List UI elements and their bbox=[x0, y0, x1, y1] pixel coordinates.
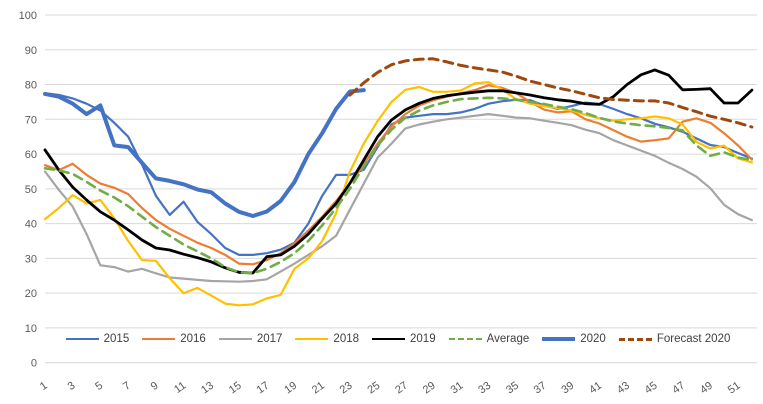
series-line-2018 bbox=[43, 80, 754, 307]
series-line-2019 bbox=[43, 68, 754, 275]
x-axis-tick-label: 39 bbox=[559, 380, 576, 397]
legend-item-2015[interactable]: 2015 bbox=[65, 333, 130, 345]
legend-line-swatch bbox=[218, 338, 252, 340]
x-axis-tick-label: 41 bbox=[587, 380, 604, 397]
legend-line-swatch bbox=[295, 338, 329, 340]
y-axis-tick-label: 70 bbox=[25, 114, 37, 126]
legend-item-2017[interactable]: 2017 bbox=[218, 333, 283, 345]
legend-item-2016[interactable]: 2016 bbox=[142, 333, 206, 345]
x-axis-tick-label: 49 bbox=[698, 380, 715, 397]
x-axis-tick-label: 9 bbox=[149, 380, 161, 393]
legend-label: Average bbox=[486, 333, 530, 345]
x-axis-tick-label: 19 bbox=[282, 380, 299, 397]
x-axis-tick-label: 3 bbox=[66, 380, 78, 393]
x-axis-tick-label: 21 bbox=[310, 380, 327, 397]
x-axis-tick-label: 37 bbox=[532, 380, 549, 397]
x-axis-tick-label: 1 bbox=[38, 380, 50, 393]
legend-label: 2019 bbox=[410, 333, 436, 345]
legend-line-swatch bbox=[618, 337, 652, 341]
chart-legend: 2015 2016 2017 2018 2019 Average 2020 Forecast … bbox=[45, 330, 751, 348]
x-axis-tick-label: 27 bbox=[393, 380, 410, 397]
x-axis-tick-label: 7 bbox=[121, 380, 133, 393]
x-axis-tick-label: 31 bbox=[449, 380, 466, 397]
x-axis-tick-label: 33 bbox=[476, 380, 493, 397]
legend-item-2018[interactable]: 2018 bbox=[295, 333, 359, 345]
legend-line-swatch bbox=[448, 338, 482, 340]
series-line-2017 bbox=[43, 112, 754, 283]
legend-line-swatch bbox=[65, 338, 99, 340]
x-axis-tick-label: 11 bbox=[172, 380, 188, 396]
legend-line-swatch bbox=[142, 338, 176, 340]
legend-label: 2015 bbox=[103, 333, 130, 345]
x-axis-tick-label: 47 bbox=[670, 380, 687, 397]
x-axis-tick-label: 23 bbox=[338, 380, 355, 397]
series-line-2016 bbox=[43, 84, 754, 266]
y-axis-tick-label: 0 bbox=[31, 358, 37, 370]
y-axis-tick-label: 90 bbox=[25, 45, 37, 57]
series-line-forecast-2020 bbox=[348, 57, 754, 129]
legend-label: 2017 bbox=[256, 333, 283, 345]
x-axis-tick-label: 45 bbox=[643, 380, 660, 397]
y-axis-tick-label: 20 bbox=[25, 288, 37, 300]
legend-item-2019[interactable]: 2019 bbox=[372, 333, 436, 345]
y-axis-tick-label: 100 bbox=[19, 10, 37, 22]
y-axis-tick-label: 80 bbox=[25, 80, 37, 92]
x-axis-tick-label: 17 bbox=[255, 380, 272, 397]
legend-item-forecast-2020[interactable]: Forecast 2020 bbox=[618, 333, 731, 345]
legend-line-swatch bbox=[372, 338, 406, 340]
x-axis-tick-label: 13 bbox=[199, 380, 216, 397]
y-axis-tick-label: 30 bbox=[25, 253, 37, 265]
legend-label: Forecast 2020 bbox=[656, 333, 731, 345]
y-axis-tick-label: 50 bbox=[25, 184, 37, 196]
series-line-average bbox=[43, 96, 754, 275]
legend-line-swatch bbox=[542, 337, 576, 341]
series-line-2020 bbox=[43, 88, 366, 218]
y-axis-tick-label: 10 bbox=[25, 323, 37, 335]
legend-item-average[interactable]: Average bbox=[448, 333, 530, 345]
x-axis-tick-label: 15 bbox=[227, 380, 244, 397]
legend-label: 2020 bbox=[580, 333, 606, 345]
x-axis-tick-label: 29 bbox=[421, 380, 438, 397]
x-axis-tick-label: 5 bbox=[93, 380, 105, 393]
x-axis-tick-label: 51 bbox=[726, 380, 743, 397]
x-axis-tick-label: 25 bbox=[365, 380, 382, 397]
x-axis-tick-label: 43 bbox=[615, 380, 632, 397]
legend-item-2020[interactable]: 2020 bbox=[542, 333, 606, 345]
y-axis-tick-label: 40 bbox=[25, 219, 37, 231]
legend-label: 2018 bbox=[333, 333, 360, 345]
x-axis-tick-label: 35 bbox=[504, 380, 521, 397]
y-axis-tick-label: 60 bbox=[25, 149, 37, 161]
legend-label: 2016 bbox=[180, 333, 206, 345]
